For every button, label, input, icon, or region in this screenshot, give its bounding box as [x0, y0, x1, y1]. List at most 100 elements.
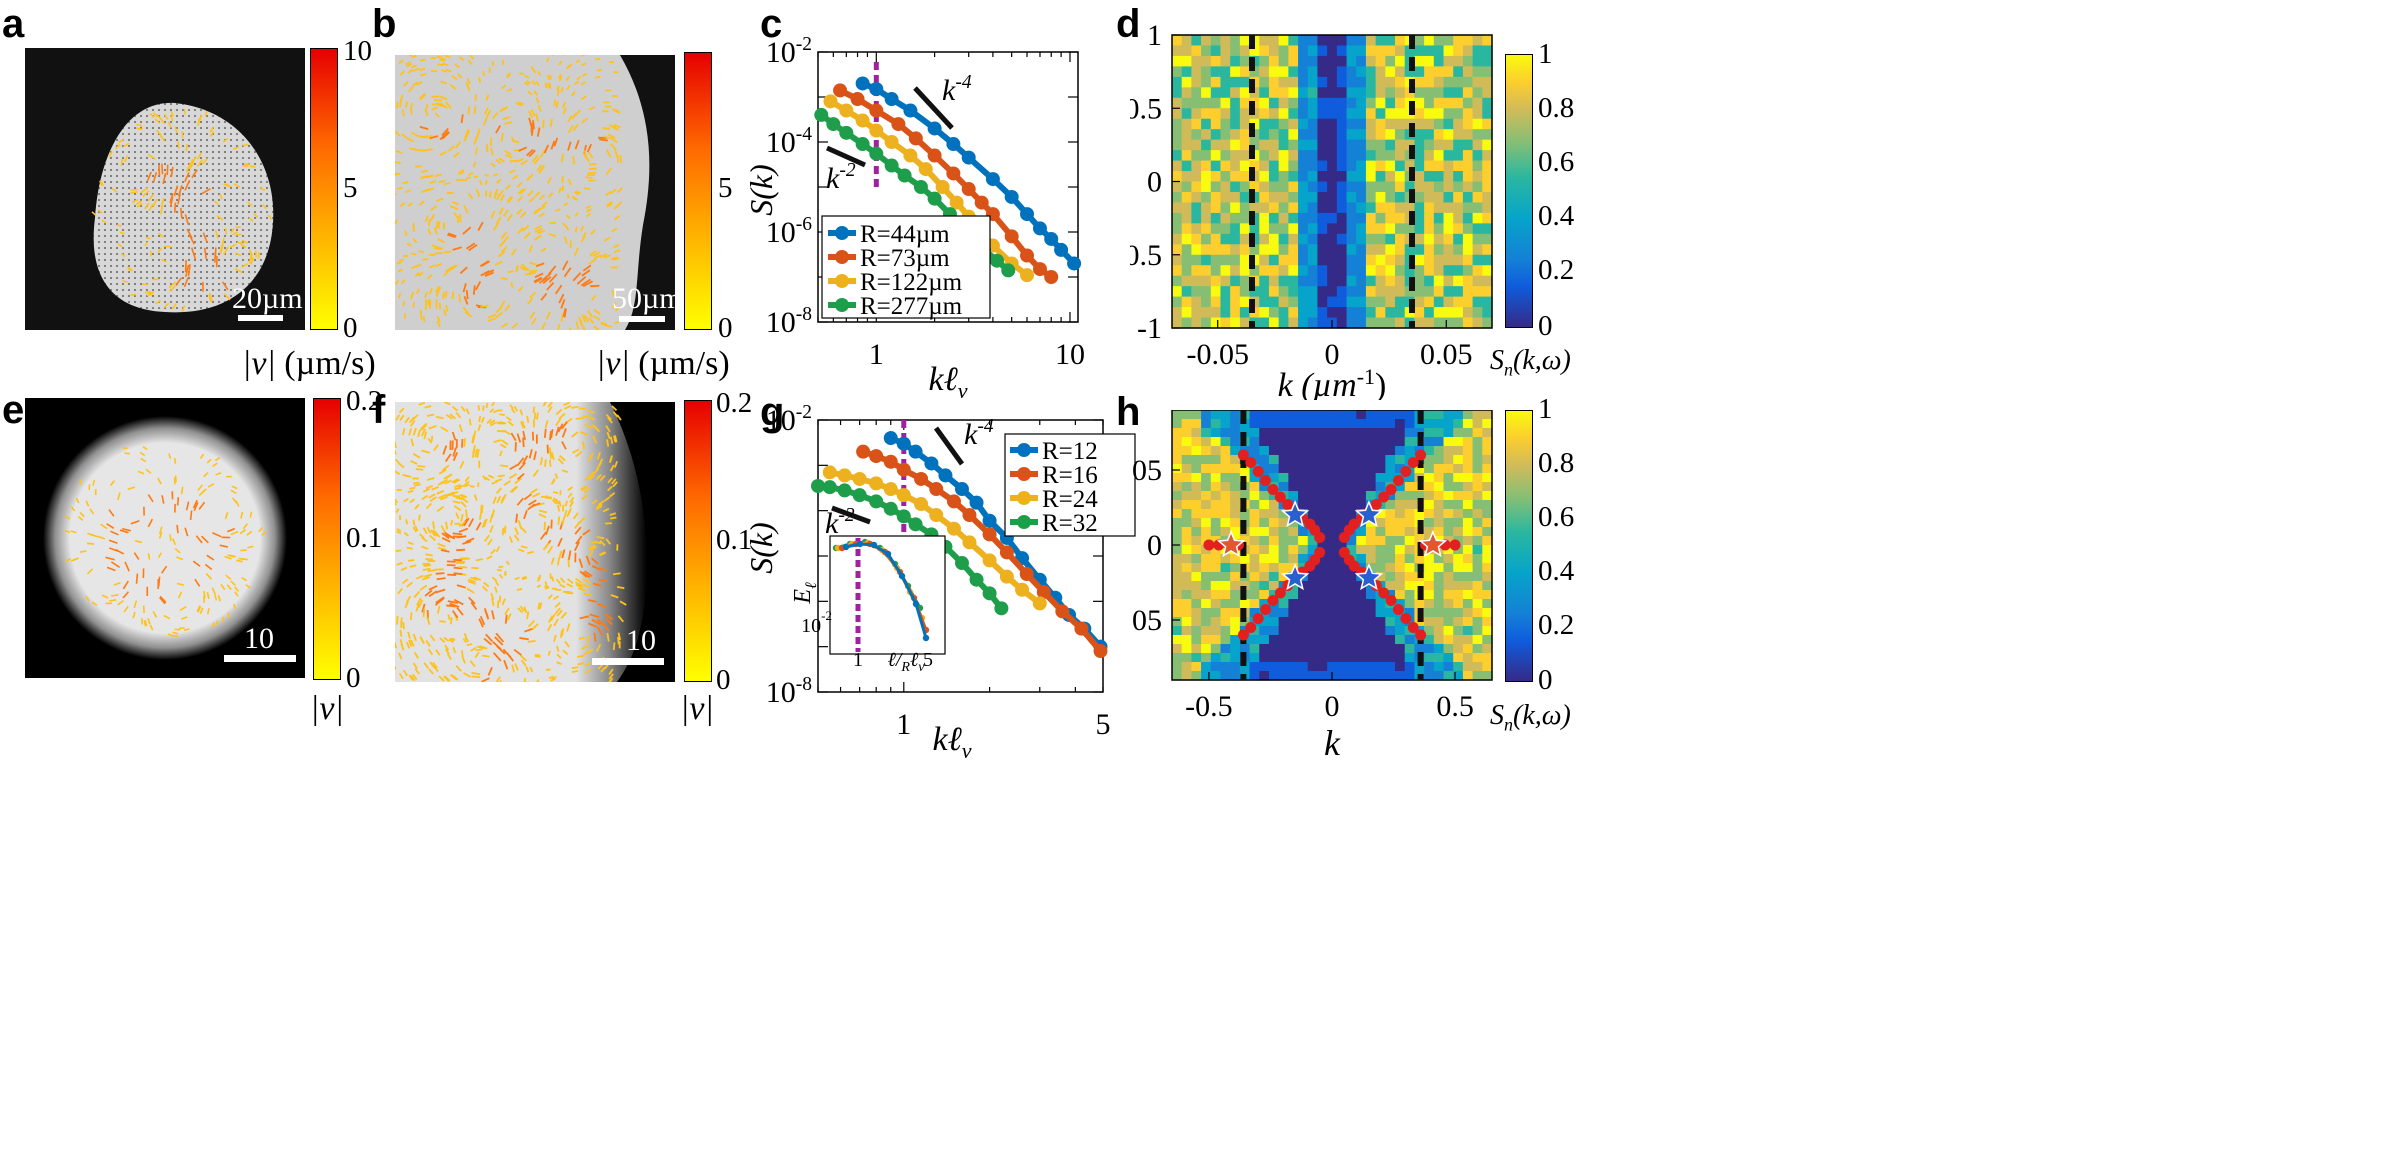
velocity-arrow: [169, 196, 174, 207]
y-tick-label: 10-4: [766, 124, 812, 159]
velocity-arrow: [536, 412, 539, 420]
heatmap-cell: [1453, 296, 1464, 308]
velocity-arrow: [573, 247, 579, 256]
velocity-arrow: [418, 402, 426, 406]
heatmap-cell: [1414, 296, 1425, 308]
heatmap-cell: [1375, 482, 1386, 492]
velocity-arrow: [192, 560, 201, 567]
heatmap-cell: [1356, 35, 1367, 47]
velocity-arrow: [590, 228, 597, 235]
velocity-arrow: [573, 521, 581, 529]
heatmap-cell: [1443, 307, 1454, 319]
velocity-arrow: [517, 548, 525, 553]
heatmap-cell: [1230, 491, 1241, 501]
velocity-arrow: [517, 607, 524, 614]
heatmap-cell: [1259, 536, 1270, 546]
heatmap-cell: [1278, 129, 1289, 141]
velocity-arrow: [85, 500, 90, 507]
heatmap-cell: [1298, 118, 1309, 130]
heatmap-cell: [1404, 554, 1416, 564]
velocity-arrow: [467, 580, 476, 586]
data-point: [908, 131, 923, 146]
heatmap-cell: [1288, 223, 1299, 235]
heatmap-cell: [1453, 437, 1464, 447]
heatmap-cell: [1278, 66, 1289, 78]
velocity-arrow: [453, 151, 460, 158]
velocity-arrow: [236, 241, 244, 245]
heatmap-cell: [1365, 491, 1377, 501]
data-point: [974, 195, 989, 210]
heatmap-cell: [1433, 419, 1445, 429]
velocity-arrow: [459, 460, 465, 469]
heatmap-cell: [1365, 482, 1377, 492]
velocity-arrow: [414, 271, 421, 277]
heatmap-cell: [1365, 202, 1377, 214]
heatmap-cell: [1356, 608, 1367, 618]
heatmap-cell: [1288, 129, 1299, 141]
heatmap-cell: [1453, 581, 1464, 591]
velocity-arrow: [419, 125, 429, 131]
heatmap-cell: [1181, 500, 1192, 510]
data-point: [1020, 207, 1035, 222]
legend-entry: R=16: [1042, 462, 1098, 489]
velocity-arrow: [395, 458, 401, 465]
heatmap-cell: [1365, 244, 1377, 256]
velocity-arrow: [550, 576, 555, 582]
heatmap-cell: [1210, 150, 1222, 162]
heatmap-cell: [1443, 118, 1454, 130]
heatmap-cell: [1288, 428, 1299, 438]
velocity-arrow: [593, 467, 600, 475]
panel-letter-g: g: [760, 390, 785, 434]
velocity-arrow: [492, 652, 502, 662]
heatmap-cell: [1336, 55, 1348, 67]
velocity-arrow: [606, 439, 610, 447]
heatmap-cell: [1404, 482, 1416, 492]
velocity-arrow: [616, 201, 623, 207]
heatmap-cell: [1356, 527, 1367, 537]
heatmap-cell: [1375, 181, 1386, 193]
velocity-arrow: [137, 470, 145, 475]
heatmap-cell: [1172, 653, 1183, 663]
heatmap-cell: [1424, 191, 1435, 204]
velocity-arrow: [550, 140, 556, 150]
heatmap-cell: [1336, 419, 1348, 429]
velocity-arrow: [185, 265, 189, 278]
data-point: [814, 107, 829, 122]
velocity-arrow: [475, 558, 484, 562]
heatmap-cell: [1249, 527, 1260, 537]
velocity-arrow: [547, 545, 554, 554]
heatmap-cell: [1482, 491, 1493, 501]
velocity-arrow: [550, 557, 555, 565]
velocity-arrow: [440, 524, 446, 534]
heatmap-cell: [1327, 55, 1338, 67]
velocity-arrow: [609, 455, 614, 463]
velocity-arrow: [571, 405, 579, 409]
heatmap-cell: [1453, 97, 1464, 109]
velocity-arrow: [142, 445, 148, 451]
velocity-arrow: [458, 294, 462, 303]
velocity-arrow: [462, 540, 472, 545]
velocity-arrow: [484, 271, 494, 277]
heatmap-cell: [1268, 536, 1280, 546]
heatmap-cell: [1249, 437, 1260, 447]
heatmap-cell: [1230, 307, 1241, 319]
heatmap-cell: [1482, 590, 1493, 600]
heatmap-cell: [1482, 500, 1493, 510]
heatmap-cell: [1433, 181, 1445, 193]
velocity-arrow: [507, 420, 514, 427]
velocity-arrow: [431, 95, 440, 98]
velocity-arrow: [566, 193, 570, 199]
heatmap-cell: [1482, 626, 1493, 636]
heatmap-cell: [1268, 150, 1280, 162]
velocity-arrow: [522, 437, 525, 448]
heatmap-cell: [1414, 554, 1425, 564]
heatmap-cell: [1210, 626, 1222, 636]
heatmap-cell: [1482, 307, 1493, 319]
velocity-arrow: [196, 159, 204, 167]
heatmap-cell: [1462, 233, 1474, 245]
heatmap-cell: [1395, 527, 1406, 537]
heatmap-cell: [1385, 428, 1396, 438]
velocity-arrow: [575, 59, 581, 64]
heatmap-cell: [1259, 464, 1270, 474]
velocity-arrow: [424, 291, 428, 298]
